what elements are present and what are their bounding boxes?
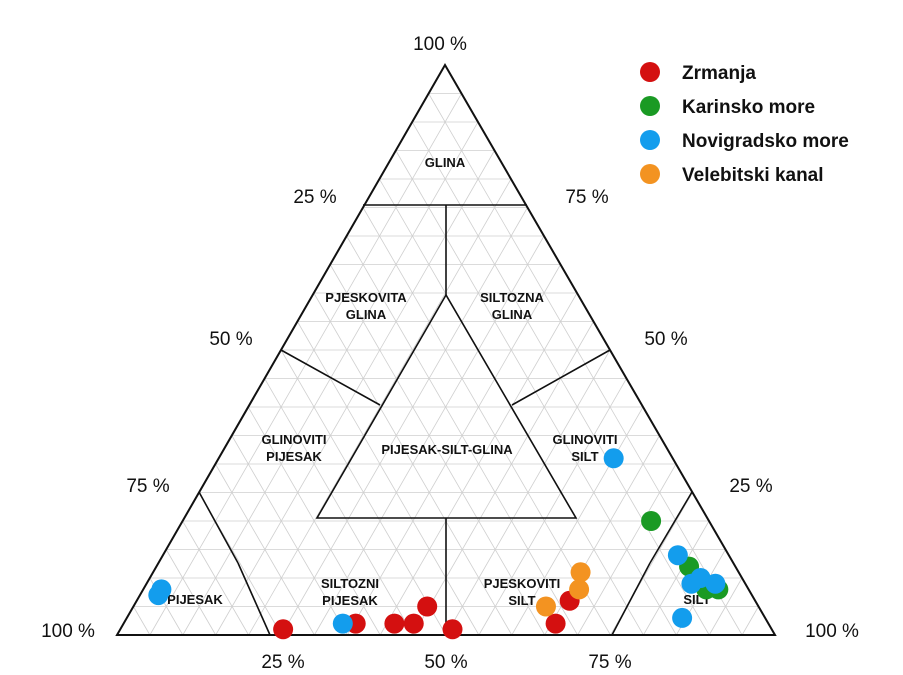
left-tick-75: 75 % bbox=[126, 476, 169, 497]
field-labels: GLINA PJESKOVITA GLINA SILTOZNA GLINA GL… bbox=[167, 155, 710, 608]
boundary-sand-split bbox=[237, 562, 271, 636]
data-point-karinsko-more bbox=[641, 511, 662, 531]
field-label-pijesak-silt-glina: PIJESAK-SILT-GLINA bbox=[381, 442, 513, 457]
boundary-clay-50-left bbox=[280, 349, 381, 406]
data-point-velebitski-kanal bbox=[535, 596, 556, 617]
grid-line bbox=[708, 577, 743, 636]
data-point-novigradsko-more bbox=[603, 448, 624, 469]
bottom-tick-75: 75 % bbox=[588, 652, 631, 673]
field-label-siltozni-pijesak-2: PIJESAK bbox=[322, 593, 378, 608]
data-point-zrmanja bbox=[273, 619, 294, 640]
grid-line bbox=[281, 207, 528, 636]
data-point-zrmanja bbox=[403, 613, 424, 634]
grid-line bbox=[247, 406, 381, 636]
grid-line bbox=[577, 463, 677, 636]
left-tick-25: 25 % bbox=[293, 187, 336, 208]
field-label-pijesak: PIJESAK bbox=[167, 592, 223, 607]
data-point-zrmanja bbox=[384, 613, 405, 634]
grid-line bbox=[412, 321, 594, 636]
grid-line bbox=[511, 406, 644, 636]
left-corner-label: 100 % bbox=[41, 621, 95, 642]
data-point-velebitski-kanal bbox=[569, 579, 590, 600]
data-point-novigradsko-more bbox=[667, 545, 688, 566]
legend-label-velebitski-kanal: Velebitski kanal bbox=[682, 165, 824, 186]
field-label-siltozna-glina-2: GLINA bbox=[492, 307, 533, 322]
field-label-siltozni-pijesak-1: SILTOZNI bbox=[321, 576, 379, 591]
data-point-novigradsko-more bbox=[672, 607, 693, 628]
data-point-novigradsko-more bbox=[705, 573, 726, 594]
grid-line bbox=[297, 321, 480, 636]
data-point-zrmanja bbox=[417, 596, 438, 617]
boundary-silt-split bbox=[611, 562, 651, 636]
bottom-tick-25: 25 % bbox=[261, 652, 304, 673]
grid-line bbox=[133, 606, 151, 636]
field-label-pjeskoviti-silt-2: SILT bbox=[508, 593, 535, 608]
field-label-glinoviti-pijesak-2: PIJESAK bbox=[266, 449, 322, 464]
data-point-velebitski-kanal bbox=[570, 562, 591, 583]
right-tick-75: 75 % bbox=[565, 187, 608, 208]
field-label-pjeskoviti-silt-1: PJESKOVITI bbox=[484, 576, 561, 591]
grid-line bbox=[395, 150, 677, 636]
field-boundaries bbox=[198, 204, 693, 636]
grid-line bbox=[741, 606, 759, 636]
boundary-right-ternary-silt bbox=[649, 491, 693, 564]
grid-line bbox=[445, 349, 611, 636]
field-label-pjeskovita-glina-1: PJESKOVITA bbox=[325, 290, 407, 305]
field-label-glinoviti-pijesak-1: GLINOVITI bbox=[262, 432, 327, 447]
field-label-glinoviti-silt-1: GLINOVITI bbox=[553, 432, 618, 447]
grid-line bbox=[346, 264, 561, 636]
boundary-clay-50-right bbox=[511, 349, 611, 406]
bottom-tick-50: 50 % bbox=[424, 652, 467, 673]
grid-line bbox=[215, 150, 495, 636]
grid-line bbox=[478, 378, 627, 636]
grid-line bbox=[264, 378, 414, 636]
grid-line bbox=[231, 435, 348, 636]
grid-line bbox=[165, 549, 217, 636]
right-corner-label: 100 % bbox=[805, 621, 859, 642]
legend-label-zrmanja: Zrmanja bbox=[682, 63, 756, 84]
field-label-glinoviti-silt-2: SILT bbox=[571, 449, 598, 464]
legend-label-novigradsko-more: Novigradsko more bbox=[682, 131, 849, 152]
legend: Zrmanja Karinsko more Novigradsko more Vele… bbox=[640, 62, 849, 186]
data-point-zrmanja bbox=[545, 613, 566, 634]
legend-marker-velebitski-kanal bbox=[640, 164, 660, 184]
data-point-novigradsko-more bbox=[332, 613, 353, 634]
field-label-siltozna-glina-1: SILTOZNA bbox=[480, 290, 544, 305]
grid-line bbox=[329, 264, 546, 636]
triangle-grid bbox=[133, 93, 759, 636]
legend-label-karinsko-more: Karinsko more bbox=[682, 97, 815, 118]
boundary-left-ternary-sand bbox=[198, 491, 239, 564]
left-tick-50: 50 % bbox=[209, 329, 252, 350]
data-point-novigradsko-more bbox=[148, 585, 169, 606]
central-triangle bbox=[315, 293, 578, 519]
legend-marker-karinsko-more bbox=[640, 96, 660, 116]
grid-line bbox=[215, 463, 315, 636]
grid-line bbox=[182, 520, 249, 636]
legend-marker-zrmanja bbox=[640, 62, 660, 82]
grid-line bbox=[643, 520, 710, 636]
right-tick-25: 25 % bbox=[729, 476, 772, 497]
grid-line bbox=[362, 207, 611, 636]
field-label-pjeskovita-glina-2: GLINA bbox=[346, 307, 387, 322]
right-tick-50: 50 % bbox=[644, 329, 687, 350]
data-point-zrmanja bbox=[442, 619, 463, 640]
field-label-glina: GLINA bbox=[425, 155, 466, 170]
apex-label: 100 % bbox=[413, 34, 467, 55]
grid-line bbox=[280, 349, 447, 636]
data-points bbox=[148, 448, 729, 640]
legend-marker-novigradsko-more bbox=[640, 130, 660, 150]
